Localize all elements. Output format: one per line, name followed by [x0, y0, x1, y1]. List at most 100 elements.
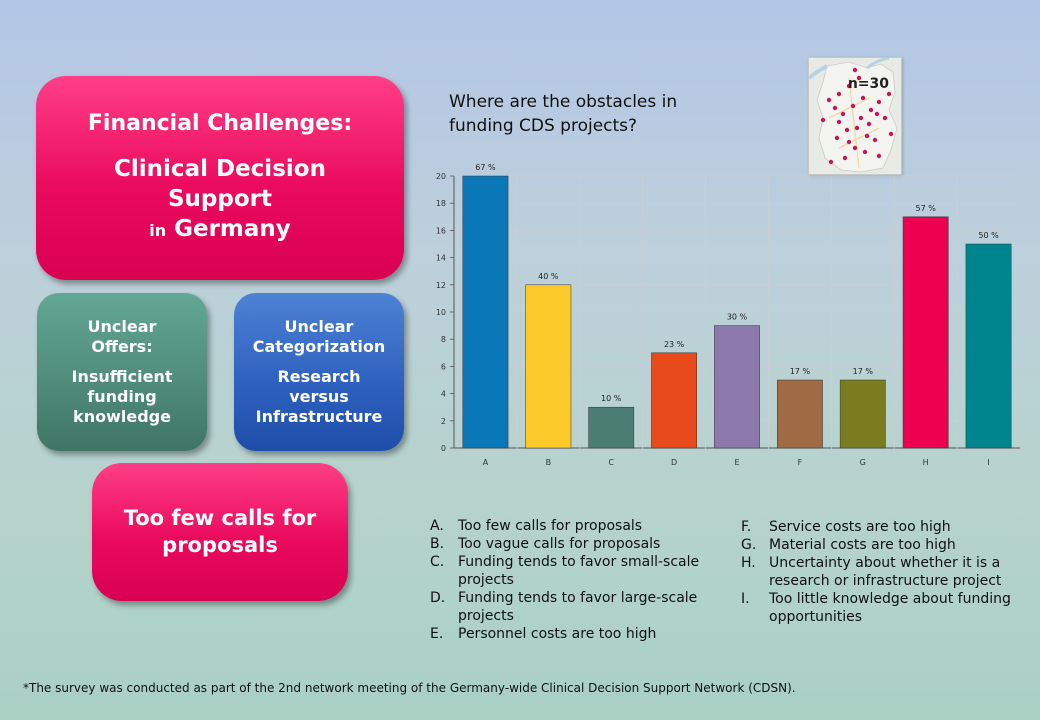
y-tick-label: 10 — [436, 308, 446, 317]
map-pin-icon — [856, 75, 862, 81]
map-pin-icon — [836, 119, 842, 125]
legend-item: I. Too little knowledge about funding opp… — [741, 590, 1021, 626]
y-tick-label: 2 — [441, 417, 446, 426]
question-line2: funding CDS projects? — [449, 116, 638, 136]
y-tick-label: 6 — [441, 362, 446, 371]
y-tick-label: 14 — [436, 254, 446, 263]
legend-text: Material costs are too high — [769, 537, 956, 553]
map-pin-icon — [874, 111, 880, 117]
legend-text: Personnel costs are too high — [458, 626, 657, 642]
x-tick-label: E — [734, 458, 739, 467]
bar-d — [651, 352, 698, 449]
map-pin-icon — [876, 99, 882, 105]
chart-question: Where are the obstacles in funding CDS p… — [449, 90, 749, 138]
title-line-clinical: Clinical Decision — [114, 155, 326, 182]
offers-line1: Unclear — [87, 317, 157, 336]
legend-letter: A. — [430, 518, 444, 534]
calls-line2: proposals — [162, 533, 278, 557]
legend-text: Too little knowledge about funding oppor… — [769, 591, 1011, 625]
map-pin-icon — [868, 107, 874, 113]
bar-data-label: 67 % — [475, 163, 496, 172]
map-pin-icon — [842, 155, 848, 161]
map-pin-icon — [828, 159, 834, 165]
bar-data-label: 30 % — [727, 313, 748, 322]
map-pin-icon — [852, 67, 858, 73]
map-pin-icon — [846, 139, 852, 145]
bar-h — [902, 216, 949, 449]
map-pin-icon — [836, 91, 842, 97]
bar-g — [839, 379, 886, 449]
x-tick-label: F — [798, 458, 803, 467]
bar-e — [714, 325, 760, 449]
map-graphic — [809, 58, 901, 174]
y-tick-label: 18 — [436, 199, 446, 208]
map-pin-icon — [888, 131, 894, 137]
cat-line1: Unclear — [284, 317, 354, 336]
map-pin-icon — [876, 153, 882, 159]
legend-letter: D. — [430, 590, 446, 606]
legend-item: C. Funding tends to favor small-scale pro… — [430, 553, 720, 589]
sample-size-label: n=30 — [847, 76, 889, 92]
question-line1: Where are the obstacles in — [449, 92, 678, 112]
map-pin-icon — [886, 91, 892, 97]
footnote: *The survey was conducted as part of the… — [23, 681, 796, 695]
y-tick-label: 0 — [441, 444, 446, 453]
x-tick-label: B — [546, 458, 552, 467]
cat-line4: versus — [289, 387, 349, 406]
unclear-categorization-box: Unclear Categorization Research versus I… — [234, 293, 404, 451]
x-tick-label: A — [483, 458, 489, 467]
legend-text: Too vague calls for proposals — [458, 536, 661, 552]
legend-letter: I. — [741, 591, 750, 607]
legend-letter: G. — [741, 537, 757, 553]
legend-text: Uncertainty about whether it is a resear… — [769, 555, 1002, 589]
x-tick-label: G — [860, 458, 866, 467]
bar-c — [588, 406, 635, 449]
legend-letter: E. — [430, 626, 444, 642]
legend-item: G. Material costs are too high — [741, 536, 1021, 554]
bar-data-label: 40 % — [538, 272, 559, 281]
bar-f — [776, 379, 823, 449]
legend-letter: H. — [741, 555, 756, 571]
y-tick-label: 20 — [436, 172, 446, 181]
cat-line3: Research — [277, 367, 361, 386]
map-pin-icon — [844, 127, 850, 133]
map-pin-icon — [820, 117, 826, 123]
legend-letter: B. — [430, 536, 445, 552]
offers-line5: knowledge — [73, 407, 171, 426]
map-pin-icon — [858, 115, 864, 121]
offers-line4: funding — [87, 387, 157, 406]
bar-data-label: 57 % — [916, 204, 937, 213]
map-pin-icon — [860, 95, 866, 101]
title-line-germany: in Germany — [149, 214, 291, 246]
cat-line5: Infrastructure — [255, 407, 383, 426]
y-tick-label: 4 — [441, 390, 446, 399]
legend-text: Funding tends to favor large-scale proje… — [458, 590, 698, 624]
bar-data-label: 10 % — [601, 394, 622, 403]
y-tick-label: 12 — [436, 281, 446, 290]
calls-line1: Too few calls for — [123, 506, 317, 530]
map-pin-icon — [850, 103, 856, 109]
legend-text: Service costs are too high — [769, 519, 951, 535]
map-pin-icon — [834, 135, 840, 141]
bar-chart: 0 2 4 6 8 10 12 14 16 18 20 67 % A 40 % B 10 % C 23 % D 30 … — [436, 163, 1020, 467]
legend-item: D. Funding tends to favor large-scale pro… — [430, 589, 720, 625]
map-pin-icon — [832, 105, 838, 111]
too-few-calls-box: Too few calls for proposals — [92, 463, 348, 601]
bar-a — [462, 175, 509, 449]
unclear-offers-box: Unclear Offers: Insufficient funding kno… — [37, 293, 207, 451]
x-tick-label: D — [671, 458, 677, 467]
legend-item: B. Too vague calls for proposals — [430, 535, 720, 553]
legend-left: A. Too few calls for proposals B. Too vague… — [430, 517, 720, 643]
title-line-financial: Financial Challenges: — [87, 110, 353, 136]
title-germany: Germany — [174, 215, 291, 242]
bar-data-label: 23 % — [664, 340, 685, 349]
x-tick-label: H — [923, 458, 929, 467]
legend-item: A. Too few calls for proposals — [430, 517, 720, 535]
legend-item: E. Personnel costs are too high — [430, 625, 720, 643]
map-pin-icon — [854, 125, 860, 131]
title-line-support: Support — [167, 185, 272, 212]
title-in: in — [149, 220, 167, 240]
x-tick-label: C — [608, 458, 614, 467]
bar-data-label: 50 % — [978, 231, 999, 240]
legend-right: F. Service costs are too high G. Material c… — [741, 518, 1021, 626]
